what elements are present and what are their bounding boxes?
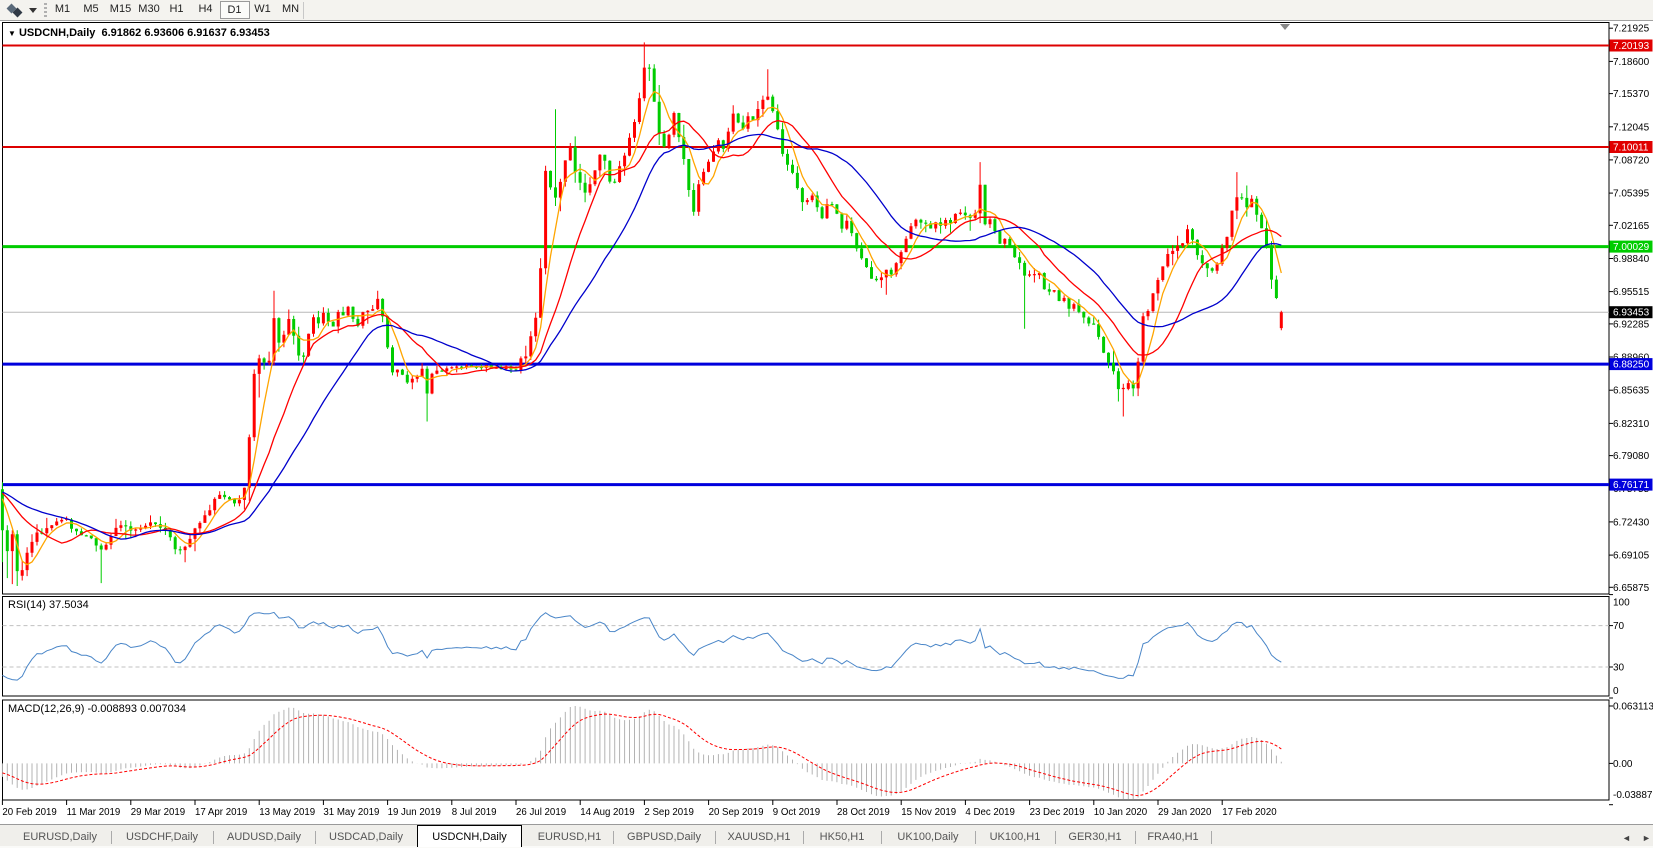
svg-text:29 Jan 2020: 29 Jan 2020 [1158,807,1212,818]
svg-text:7.00029: 7.00029 [1613,242,1650,253]
svg-text:31 May 2019: 31 May 2019 [323,807,379,818]
svg-text:28 Oct 2019: 28 Oct 2019 [837,807,890,818]
svg-text:7.02165: 7.02165 [1613,221,1650,232]
svg-text:7.21925: 7.21925 [1613,24,1650,35]
svg-text:6.95515: 6.95515 [1613,287,1650,298]
svg-text:6.82310: 6.82310 [1613,419,1650,430]
svg-text:23 Dec 2019: 23 Dec 2019 [1030,807,1085,818]
svg-text:20 Sep 2019: 20 Sep 2019 [709,807,764,818]
svg-text:26 Jul 2019: 26 Jul 2019 [516,807,566,818]
svg-text:6.72430: 6.72430 [1613,517,1650,528]
svg-text:6.69105: 6.69105 [1613,551,1650,562]
svg-text:6.76171: 6.76171 [1613,480,1650,491]
svg-text:6.85635: 6.85635 [1613,386,1650,397]
svg-text:7.15370: 7.15370 [1613,89,1650,100]
svg-text:4 Dec 2019: 4 Dec 2019 [965,807,1015,818]
svg-text:7.18600: 7.18600 [1613,57,1650,68]
svg-text:6.88250: 6.88250 [1613,360,1650,371]
svg-text:29 Mar 2019: 29 Mar 2019 [131,807,185,818]
svg-text:6.79080: 6.79080 [1613,451,1650,462]
svg-text:7.10011: 7.10011 [1613,143,1649,154]
svg-text:10 Jan 2020: 10 Jan 2020 [1094,807,1148,818]
svg-text:20 Feb 2019: 20 Feb 2019 [2,807,56,818]
svg-text:9 Oct 2019: 9 Oct 2019 [773,807,820,818]
svg-text:0.063113: 0.063113 [1613,702,1653,713]
svg-text:100: 100 [1613,598,1630,609]
svg-text:14 Aug 2019: 14 Aug 2019 [580,807,634,818]
svg-text:0.00: 0.00 [1613,759,1633,770]
svg-text:11 Mar 2019: 11 Mar 2019 [67,807,121,818]
svg-text:17 Feb 2020: 17 Feb 2020 [1222,807,1277,818]
svg-text:6.93453: 6.93453 [1613,308,1650,319]
svg-text:7.05395: 7.05395 [1613,189,1650,200]
svg-text:6.88960: 6.88960 [1613,353,1650,364]
svg-text:19 Jun 2019: 19 Jun 2019 [388,807,441,818]
svg-text:7.12045: 7.12045 [1613,122,1650,133]
svg-text:0: 0 [1613,686,1619,697]
svg-text:6.98840: 6.98840 [1613,254,1650,265]
svg-text:7.08720: 7.08720 [1613,155,1650,166]
svg-text:30: 30 [1613,663,1625,674]
svg-text:15 Nov 2019: 15 Nov 2019 [901,807,956,818]
svg-text:6.65875: 6.65875 [1613,583,1650,594]
svg-text:6.92285: 6.92285 [1613,319,1650,330]
svg-text:8 Jul 2019: 8 Jul 2019 [452,807,497,818]
svg-text:17 Apr 2019: 17 Apr 2019 [195,807,247,818]
svg-text:7.20193: 7.20193 [1613,41,1650,52]
svg-text:13 May 2019: 13 May 2019 [259,807,315,818]
svg-text:70: 70 [1613,621,1625,632]
svg-text:2 Sep 2019: 2 Sep 2019 [644,807,694,818]
